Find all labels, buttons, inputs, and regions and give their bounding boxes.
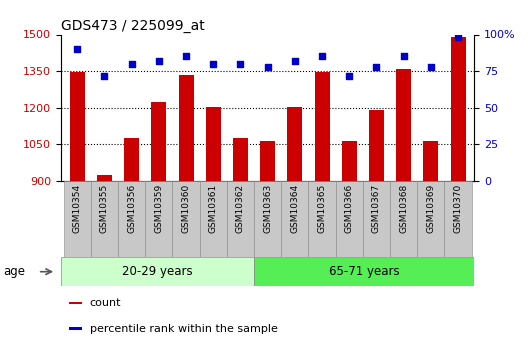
Bar xyxy=(335,181,363,257)
Bar xyxy=(369,110,384,181)
Point xyxy=(182,54,190,59)
Bar xyxy=(287,107,302,181)
Bar xyxy=(363,181,390,257)
Bar xyxy=(200,181,227,257)
Text: GSM10361: GSM10361 xyxy=(209,184,218,233)
Point xyxy=(345,73,354,78)
Text: 65-71 years: 65-71 years xyxy=(329,265,400,278)
Bar xyxy=(61,257,254,286)
Bar xyxy=(172,181,200,257)
Bar xyxy=(315,72,330,181)
Bar xyxy=(233,138,248,181)
Point xyxy=(209,61,217,67)
Text: percentile rank within the sample: percentile rank within the sample xyxy=(90,324,277,334)
Text: GSM10370: GSM10370 xyxy=(454,184,463,233)
Text: age: age xyxy=(3,265,25,278)
Point xyxy=(427,64,435,70)
Text: GSM10368: GSM10368 xyxy=(399,184,408,233)
Point xyxy=(454,35,462,40)
Point xyxy=(400,54,408,59)
Point xyxy=(372,64,381,70)
Bar xyxy=(423,141,438,181)
Bar xyxy=(70,72,85,181)
Text: GDS473 / 225099_at: GDS473 / 225099_at xyxy=(61,19,205,33)
Bar xyxy=(281,181,308,257)
Text: GSM10363: GSM10363 xyxy=(263,184,272,233)
Bar xyxy=(417,181,445,257)
Bar xyxy=(145,181,172,257)
Text: GSM10367: GSM10367 xyxy=(372,184,381,233)
Bar xyxy=(64,181,91,257)
Point xyxy=(155,58,163,63)
Bar xyxy=(69,302,82,304)
Bar xyxy=(254,181,281,257)
Point xyxy=(127,61,136,67)
Point xyxy=(73,47,82,52)
Bar xyxy=(69,327,82,330)
Bar xyxy=(118,181,145,257)
Point xyxy=(100,73,109,78)
Bar xyxy=(206,107,220,181)
Bar xyxy=(124,138,139,181)
Bar xyxy=(260,141,275,181)
Text: GSM10360: GSM10360 xyxy=(182,184,191,233)
Bar xyxy=(308,181,335,257)
Point xyxy=(236,61,245,67)
Text: GSM10364: GSM10364 xyxy=(290,184,299,233)
Bar xyxy=(227,181,254,257)
Text: GSM10362: GSM10362 xyxy=(236,184,245,233)
Bar xyxy=(342,141,357,181)
Point xyxy=(290,58,299,63)
Bar xyxy=(396,69,411,181)
Text: GSM10356: GSM10356 xyxy=(127,184,136,233)
Text: GSM10366: GSM10366 xyxy=(344,184,354,233)
Text: 20-29 years: 20-29 years xyxy=(122,265,193,278)
Text: GSM10359: GSM10359 xyxy=(154,184,163,233)
Text: GSM10369: GSM10369 xyxy=(426,184,435,233)
Point xyxy=(263,64,272,70)
Bar xyxy=(445,181,472,257)
Point xyxy=(318,54,326,59)
Bar xyxy=(254,257,474,286)
Text: GSM10354: GSM10354 xyxy=(73,184,82,233)
Bar xyxy=(91,181,118,257)
Text: GSM10365: GSM10365 xyxy=(317,184,326,233)
Bar xyxy=(152,102,166,181)
Bar xyxy=(450,37,465,181)
Bar xyxy=(390,181,417,257)
Bar xyxy=(179,75,193,181)
Text: count: count xyxy=(90,298,121,308)
Text: GSM10355: GSM10355 xyxy=(100,184,109,233)
Bar xyxy=(97,175,112,181)
